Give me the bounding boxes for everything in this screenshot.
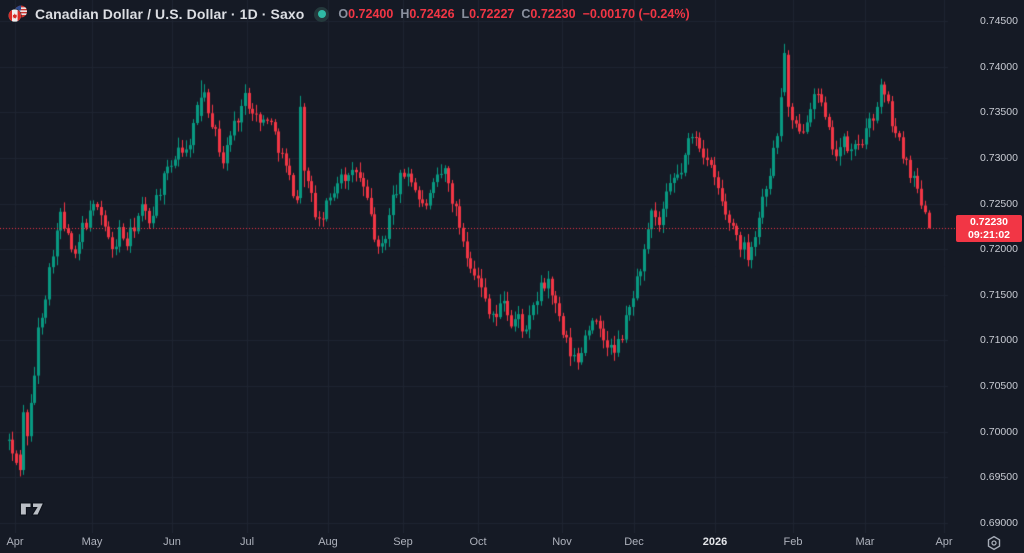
candlestick-chart-pane[interactable] xyxy=(0,0,955,533)
price-axis-label: 0.72500 xyxy=(980,197,1018,210)
low-value: 0.72227 xyxy=(469,7,515,21)
last-price-value: 0.72230 xyxy=(970,216,1008,229)
gear-icon[interactable] xyxy=(986,535,1002,553)
price-axis-label: 0.72000 xyxy=(980,243,1018,256)
low-label: L xyxy=(461,7,470,21)
time-axis-label: Apr xyxy=(6,536,24,548)
time-axis-label: Sep xyxy=(393,536,413,548)
price-axis-label: 0.71000 xyxy=(980,334,1018,347)
open-label: O xyxy=(338,7,349,21)
time-axis-label: Dec xyxy=(624,536,644,548)
time-axis-label: Oct xyxy=(469,536,487,548)
price-axis-label: 0.73500 xyxy=(980,106,1018,119)
ohlc-readout: O 0.72400 H 0.72426 L 0.72227 C 0.72230 −0.0… xyxy=(338,7,689,21)
time-axis-label: May xyxy=(81,536,103,548)
price-axis-label: 0.74500 xyxy=(980,15,1018,27)
price-axis-label: 0.71500 xyxy=(980,288,1018,301)
high-label: H xyxy=(400,7,410,21)
price-axis-label: 0.73000 xyxy=(980,151,1018,164)
market-status-icon[interactable] xyxy=(314,6,330,22)
price-scale[interactable]: 0.74500 0.74000 0.73500 0.73000 0.72500 0.720… xyxy=(955,0,1024,533)
last-price-badge: 0.72230 09:21:02 xyxy=(956,215,1022,243)
symbol-title[interactable]: Canadian Dollar / U.S. Dollar · 1D · Sax… xyxy=(35,6,305,22)
price-axis-label: 0.70000 xyxy=(980,425,1018,438)
time-axis-label: 2026 xyxy=(702,536,728,548)
time-axis-label: Aug xyxy=(318,536,338,548)
time-axis-label: Jun xyxy=(163,536,181,548)
high-value: 0.72426 xyxy=(409,7,455,21)
time-scale[interactable]: Apr May Jun Jul Aug Sep Oct Nov Dec 2026 Feb Mar Apr xyxy=(0,533,1024,553)
time-axis-label: Jul xyxy=(239,536,255,548)
change-value: −0.00170 (−0.24%) xyxy=(582,7,690,21)
price-axis-label: 0.74000 xyxy=(980,60,1018,73)
price-axis-label: 0.69500 xyxy=(980,471,1018,484)
close-label: C xyxy=(521,7,531,21)
open-value: 0.72400 xyxy=(348,7,394,21)
time-axis-label: Mar xyxy=(855,536,875,548)
close-value: 0.72230 xyxy=(530,7,576,21)
time-axis-label: Feb xyxy=(783,536,803,548)
price-axis-label: 0.69000 xyxy=(980,517,1018,529)
symbol-legend: Canadian Dollar / U.S. Dollar · 1D · Sax… xyxy=(8,4,690,24)
tradingview-logo[interactable] xyxy=(19,499,45,524)
cad-usd-flag-icon xyxy=(8,5,28,23)
time-axis-label: Apr xyxy=(935,536,953,548)
time-axis-label: Nov xyxy=(552,536,572,548)
price-axis-label: 0.70500 xyxy=(980,380,1018,393)
bar-countdown: 09:21:02 xyxy=(967,229,1011,242)
